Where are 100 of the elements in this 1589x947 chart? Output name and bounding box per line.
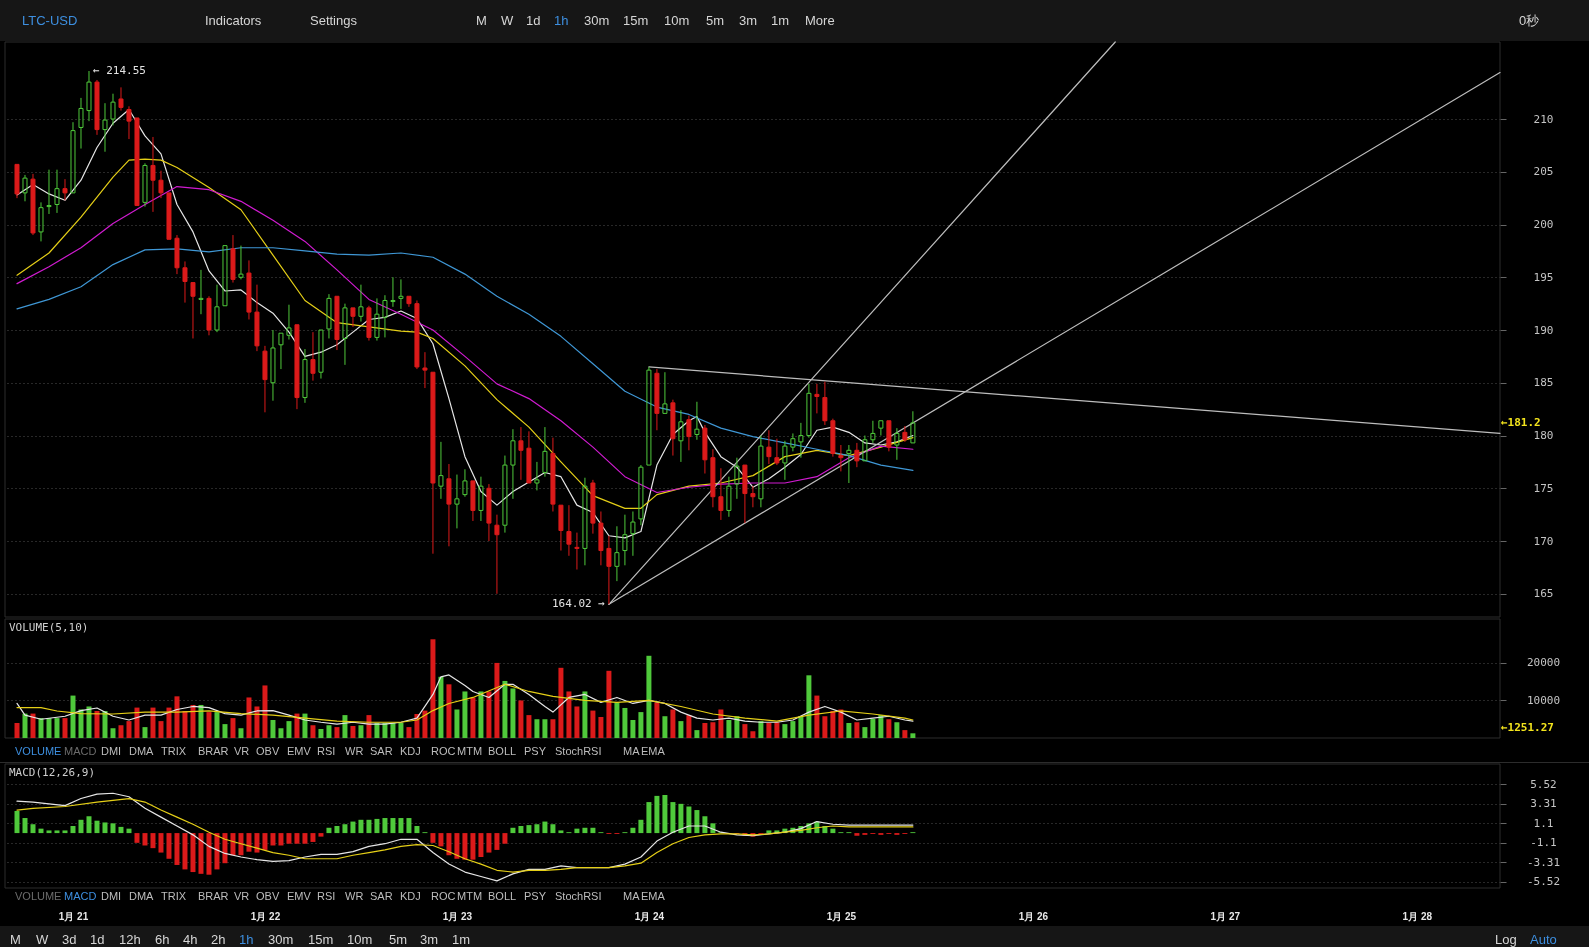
- text: PSY: [524, 745, 547, 757]
- text: 10m: [664, 13, 690, 28]
- text: MTM: [457, 890, 483, 902]
- text: DMA: [129, 890, 155, 902]
- y-tick-label: -5.52: [1526, 875, 1561, 889]
- text: 1h: [239, 932, 254, 947]
- text: SAR: [370, 745, 393, 757]
- text: DMI: [101, 890, 122, 902]
- text: TRIX: [161, 745, 187, 757]
- text: 4h: [183, 932, 198, 947]
- y-tick-label: 3.31: [1530, 797, 1557, 811]
- y-tick-label: 20000: [1526, 656, 1561, 670]
- text: 12h: [119, 932, 141, 947]
- y-tick-label: 200: [1533, 218, 1554, 232]
- x-tick-label: 1月 26: [1018, 910, 1049, 922]
- annotation: 164.02 →: [551, 597, 606, 611]
- text: VR: [234, 890, 250, 902]
- text: EMA: [641, 745, 666, 757]
- text: DMI: [101, 745, 122, 757]
- text: KDJ: [400, 745, 421, 757]
- y-tick-label: 185: [1533, 376, 1554, 390]
- y-tick-label: 170: [1533, 534, 1554, 548]
- text: 1h: [554, 13, 569, 28]
- y-tick-label: 180: [1533, 429, 1554, 443]
- text: Indicators: [205, 13, 262, 28]
- text: WR: [345, 745, 364, 757]
- text: 15m: [308, 932, 334, 947]
- text: VOLUME: [15, 745, 62, 757]
- text: 2h: [211, 932, 226, 947]
- text: BOLL: [488, 745, 517, 757]
- text: Auto: [1530, 932, 1557, 947]
- text: PSY: [524, 890, 547, 902]
- text: ←181.2: [1501, 415, 1541, 429]
- text: 0秒: [1519, 13, 1540, 28]
- x-tick-label: 1月 22: [250, 910, 281, 922]
- text: StochRSI: [555, 745, 602, 757]
- x-tick-label: 1月 27: [1210, 910, 1241, 922]
- text: M: [476, 13, 487, 28]
- text: 5m: [706, 13, 725, 28]
- text: 1d: [90, 932, 105, 947]
- text: 3m: [739, 13, 758, 28]
- y-tick-label: 10000: [1526, 693, 1561, 707]
- chart-title: VOLUME(5,10): [9, 621, 89, 634]
- text: RSI: [317, 890, 336, 902]
- text: LTC-USD: [22, 13, 78, 28]
- text: RSI: [317, 745, 336, 757]
- text: 1m: [452, 932, 471, 947]
- text: ROC: [431, 890, 456, 902]
- text: MTM: [457, 745, 483, 757]
- x-tick-label: 1月 23: [442, 910, 473, 922]
- text: SAR: [370, 890, 393, 902]
- text: TRIX: [161, 890, 187, 902]
- text: DMA: [129, 745, 155, 757]
- text: OBV: [256, 890, 280, 902]
- text: W: [501, 13, 514, 28]
- text: 6h: [155, 932, 170, 947]
- y-tick-label: 205: [1533, 165, 1554, 179]
- text: 5m: [389, 932, 408, 947]
- x-tick-label: 1月 25: [826, 910, 857, 922]
- text: 1d: [526, 13, 541, 28]
- y-tick-label: -3.31: [1526, 855, 1561, 869]
- text: EMV: [287, 745, 312, 757]
- text: 1m: [771, 13, 790, 28]
- y-tick-label: 175: [1533, 481, 1554, 495]
- text: MA: [623, 745, 641, 757]
- y-tick-label: 1.1: [1533, 816, 1554, 830]
- text: 3m: [420, 932, 439, 947]
- text: EMV: [287, 890, 312, 902]
- y-tick-label: 165: [1533, 587, 1554, 601]
- text: WR: [345, 890, 364, 902]
- y-tick-label: 190: [1533, 323, 1554, 337]
- text: MACD: [64, 745, 97, 757]
- text: BRAR: [198, 890, 229, 902]
- text: VR: [234, 745, 250, 757]
- text: ←1251.27: [1501, 721, 1554, 735]
- text: ROC: [431, 745, 456, 757]
- text: VOLUME: [15, 890, 62, 902]
- text: 30m: [584, 13, 610, 28]
- y-tick-label: 5.52: [1530, 777, 1557, 791]
- text: MA: [623, 890, 641, 902]
- text: MACD: [64, 890, 97, 902]
- annotation: ← 214.55: [92, 64, 146, 78]
- text: 15m: [623, 13, 649, 28]
- text: KDJ: [400, 890, 421, 902]
- text: OBV: [256, 745, 280, 757]
- y-tick-label: 210: [1533, 112, 1554, 126]
- y-tick-label: -1.1: [1530, 836, 1557, 850]
- x-tick-label: 1月 24: [634, 910, 665, 922]
- text: M: [10, 932, 21, 947]
- text: 3d: [62, 932, 77, 947]
- text: Log: [1495, 932, 1517, 947]
- text: BRAR: [198, 745, 229, 757]
- x-tick-label: 1月 28: [1402, 910, 1433, 922]
- chart-title: MACD(12,26,9): [9, 766, 96, 779]
- text: StochRSI: [555, 890, 602, 902]
- text: BOLL: [488, 890, 517, 902]
- x-tick-label: 1月 21: [58, 910, 89, 922]
- text: Settings: [310, 13, 358, 28]
- text: 10m: [347, 932, 373, 947]
- y-tick-label: 195: [1533, 270, 1554, 284]
